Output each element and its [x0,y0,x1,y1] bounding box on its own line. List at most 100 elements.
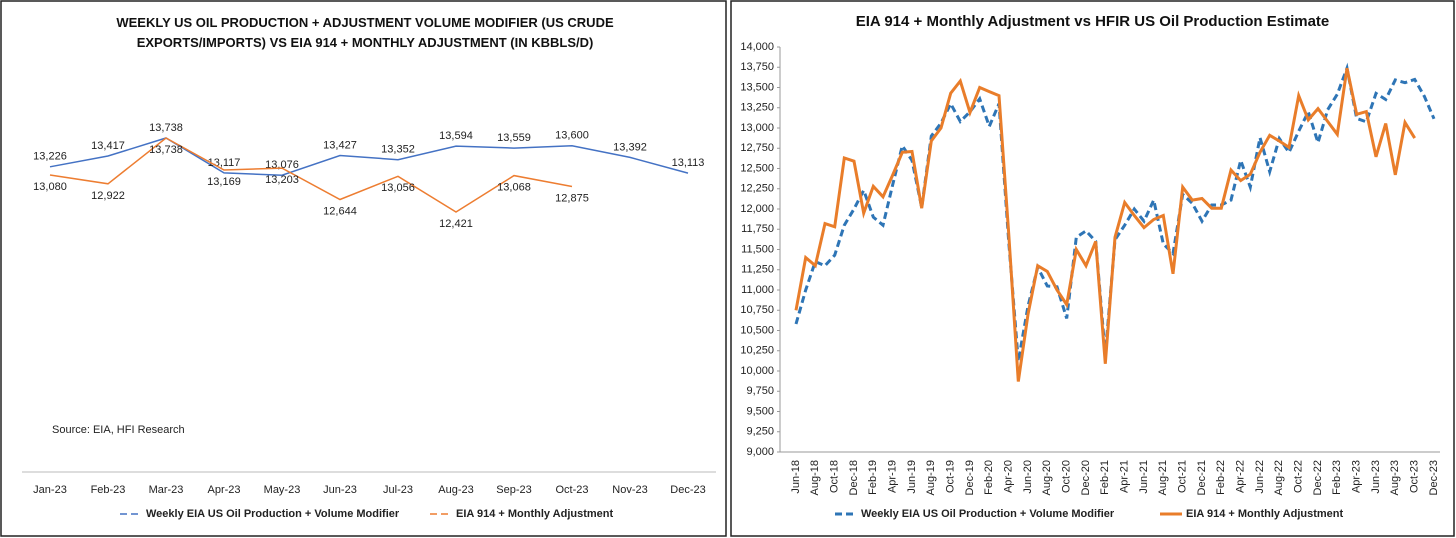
x-tick-label: Dec-19 [964,460,976,495]
y-tick-label: 11,250 [741,264,774,276]
x-tick-label: Jun-23 [1370,460,1382,494]
y-tick-label: 9,750 [746,385,774,397]
y-tick-label: 11,750 [741,223,774,235]
x-tick-label: Aug-23 [438,484,473,496]
data-label: 13,169 [207,176,241,188]
x-tick-label: Apr-23 [207,484,240,496]
source-note: Source: EIA, HFI Research [52,424,185,436]
y-tick-label: 10,000 [740,365,774,377]
data-label: 12,922 [91,190,125,202]
data-label: 12,421 [439,218,473,230]
x-tick-label: Sep-23 [496,484,531,496]
legend-label: Weekly EIA US Oil Production + Volume Mo… [146,508,400,520]
x-tick-label: Feb-23 [91,484,126,496]
x-tick-label: Dec-21 [1196,460,1208,495]
y-tick-label: 12,250 [740,183,774,195]
x-tick-label: Aug-21 [1157,460,1169,495]
y-tick-label: 13,750 [740,61,774,73]
x-tick-label: Dec-23 [670,484,705,496]
x-tick-label: Jun-23 [323,484,357,496]
x-tick-label: Jun-22 [1254,460,1266,494]
data-label: 13,417 [91,140,125,152]
y-tick-label: 11,500 [741,243,774,255]
x-tick-label: Oct-19 [945,460,957,493]
y-tick-label: 10,500 [740,324,774,336]
y-tick-label: 9,250 [746,426,774,438]
x-tick-label: Dec-22 [1312,460,1324,495]
x-tick-label: Dec-20 [1080,460,1092,495]
data-label: 12,644 [323,205,357,217]
y-tick-label: 9,500 [746,405,774,417]
legend-label: EIA 914 + Monthly Adjustment [456,508,614,520]
y-tick-label: 12,500 [740,162,774,174]
x-tick-label: Mar-23 [149,484,184,496]
x-tick-label: Feb-19 [867,460,879,495]
x-tick-label: Oct-22 [1293,460,1305,493]
chart-title: WEEKLY US OIL PRODUCTION + ADJUSTMENT VO… [116,15,614,50]
x-tick-label: Oct-21 [1177,460,1189,493]
chart-title: EIA 914 + Monthly Adjustment vs HFIR US … [855,13,1330,30]
x-tick-label: Oct-18 [829,460,841,493]
data-label: 13,203 [265,174,299,186]
data-label: 13,600 [555,130,589,142]
data-label: 13,559 [497,132,531,144]
y-tick-label: 12,750 [740,142,774,154]
x-tick-label: Aug-19 [925,460,937,495]
data-label: 13,226 [33,151,67,163]
series-line [49,137,689,176]
x-tick-label: Oct-23 [555,484,588,496]
y-tick-label: 10,750 [740,304,774,316]
data-label: 13,738 [149,144,183,156]
data-label: 13,113 [672,157,705,169]
x-tick-label: Dec-23 [1428,460,1440,495]
data-label: 13,738 [149,122,183,134]
panel-border [730,0,1455,537]
x-tick-label: Jun-21 [1138,460,1150,494]
x-tick-label: Aug-20 [1041,460,1053,495]
data-label: 13,117 [208,157,241,169]
x-tick-label: May-23 [264,484,301,496]
panel-border [0,0,727,537]
x-tick-label: Apr-20 [1003,460,1015,493]
x-tick-label: Aug-23 [1389,460,1401,495]
x-tick-label: Feb-20 [983,460,995,495]
x-tick-label: Jun-19 [906,460,918,494]
x-tick-label: Apr-19 [887,460,899,493]
x-tick-label: Aug-22 [1273,460,1285,495]
x-tick-label: Jan-23 [33,484,67,496]
x-tick-label: Feb-23 [1331,460,1343,495]
data-label: 13,392 [613,141,647,153]
x-tick-label: Nov-23 [612,484,647,496]
y-tick-label: 14,000 [740,41,774,53]
x-tick-label: Aug-18 [809,460,821,495]
data-label: 13,352 [381,144,415,156]
x-tick-label: Jul-23 [383,484,413,496]
data-label: 13,076 [265,159,299,171]
x-tick-label: Apr-21 [1119,460,1131,493]
x-tick-label: Apr-22 [1235,460,1247,493]
data-label: 13,068 [497,182,531,194]
data-label: 13,427 [323,139,357,151]
y-tick-label: 10,250 [740,345,774,357]
legend-label: EIA 914 + Monthly Adjustment [1186,508,1344,520]
data-label: 13,056 [381,182,415,194]
x-tick-label: Feb-22 [1215,460,1227,495]
data-label: 13,080 [33,181,67,193]
x-tick-label: Jun-18 [790,460,802,494]
y-tick-label: 9,000 [746,446,774,458]
y-tick-label: 12,000 [740,203,774,215]
x-tick-label: Jun-20 [1022,460,1034,494]
y-tick-label: 11,000 [741,284,774,296]
series-line [794,67,1416,382]
series-line [794,62,1436,362]
data-label: 12,875 [555,192,589,204]
series-line [49,137,573,213]
legend-label: Weekly EIA US Oil Production + Volume Mo… [861,508,1115,520]
x-tick-label: Dec-18 [848,460,860,495]
x-tick-label: Oct-20 [1061,460,1073,493]
x-tick-label: Oct-23 [1409,460,1421,493]
data-label: 13,594 [439,130,473,142]
x-tick-label: Apr-23 [1351,460,1363,493]
